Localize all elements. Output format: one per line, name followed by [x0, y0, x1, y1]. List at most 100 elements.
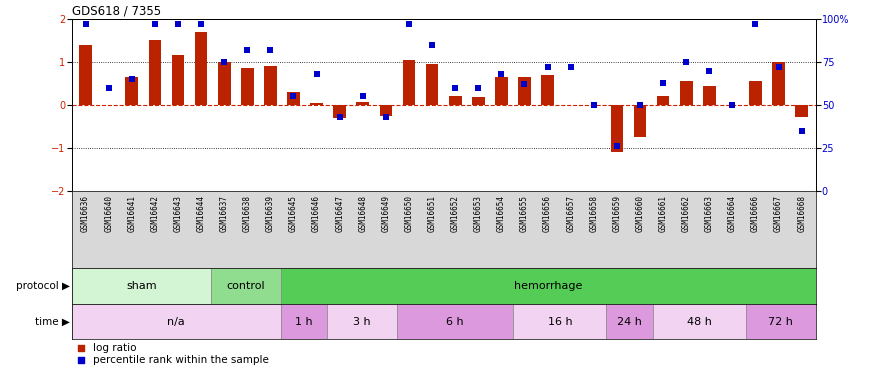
Bar — [472, 97, 485, 105]
Point — [541, 64, 555, 70]
Point — [217, 59, 231, 65]
Text: time ▶: time ▶ — [35, 316, 70, 327]
Point — [494, 71, 508, 77]
Text: GSM16666: GSM16666 — [751, 195, 760, 232]
Bar — [653, 304, 746, 339]
Point — [656, 80, 670, 86]
Text: GSM16641: GSM16641 — [127, 195, 136, 232]
Bar — [795, 105, 808, 117]
Text: GDS618 / 7355: GDS618 / 7355 — [72, 4, 161, 18]
Text: 1 h: 1 h — [296, 316, 313, 327]
Text: GSM16640: GSM16640 — [104, 195, 113, 232]
Bar — [657, 96, 669, 105]
Bar — [518, 77, 531, 105]
Bar — [611, 105, 623, 152]
Text: GSM16645: GSM16645 — [289, 195, 298, 232]
Bar — [172, 56, 185, 105]
Text: GSM16657: GSM16657 — [566, 195, 575, 232]
Bar — [680, 81, 692, 105]
Bar — [80, 45, 92, 105]
Text: GSM16647: GSM16647 — [335, 195, 344, 232]
Text: GSM16644: GSM16644 — [197, 195, 206, 232]
Legend: log ratio, percentile rank within the sample: log ratio, percentile rank within the sa… — [77, 343, 269, 365]
Bar — [195, 32, 207, 105]
Bar — [634, 105, 647, 137]
Point — [472, 85, 486, 91]
Bar — [287, 92, 300, 105]
Point — [263, 47, 277, 53]
Point — [703, 68, 717, 74]
Text: GSM16653: GSM16653 — [473, 195, 483, 232]
Text: GSM16656: GSM16656 — [543, 195, 552, 232]
Text: 6 h: 6 h — [446, 316, 464, 327]
Bar — [333, 105, 346, 118]
Bar — [773, 62, 785, 105]
Bar — [449, 96, 461, 105]
Point — [356, 93, 370, 99]
Bar — [749, 81, 762, 105]
Text: n/a: n/a — [167, 316, 186, 327]
Text: 72 h: 72 h — [768, 316, 793, 327]
Point — [79, 21, 93, 27]
Text: GSM16664: GSM16664 — [728, 195, 737, 232]
Point — [241, 47, 255, 53]
Bar — [397, 304, 514, 339]
Text: GSM16642: GSM16642 — [150, 195, 159, 232]
Point — [102, 85, 116, 91]
Bar — [606, 304, 653, 339]
Text: GSM16661: GSM16661 — [659, 195, 668, 232]
Point — [564, 64, 578, 70]
Point — [310, 71, 324, 77]
Point — [772, 64, 786, 70]
Point — [425, 42, 439, 48]
Text: GSM16655: GSM16655 — [520, 195, 529, 232]
Text: GSM16646: GSM16646 — [312, 195, 321, 232]
Text: GSM16649: GSM16649 — [382, 195, 390, 232]
Bar — [746, 304, 816, 339]
Text: GSM16660: GSM16660 — [635, 195, 645, 232]
Text: 16 h: 16 h — [548, 316, 572, 327]
Bar — [72, 268, 211, 304]
Bar — [211, 268, 281, 304]
Point — [448, 85, 462, 91]
Text: GSM16662: GSM16662 — [682, 195, 690, 232]
Point — [610, 143, 624, 149]
Point — [194, 21, 208, 27]
Text: GSM16654: GSM16654 — [497, 195, 506, 232]
Text: control: control — [227, 281, 265, 291]
Point — [332, 114, 346, 120]
Point — [748, 21, 762, 27]
Bar — [402, 60, 416, 105]
Text: GSM16650: GSM16650 — [404, 195, 414, 232]
Bar — [380, 105, 392, 116]
Bar — [542, 75, 554, 105]
Text: GSM16667: GSM16667 — [774, 195, 783, 232]
Point — [517, 81, 531, 87]
Text: GSM16639: GSM16639 — [266, 195, 275, 232]
Bar — [264, 66, 276, 105]
Text: GSM16658: GSM16658 — [589, 195, 598, 232]
Text: GSM16636: GSM16636 — [81, 195, 90, 232]
Bar — [514, 304, 606, 339]
Text: GSM16637: GSM16637 — [220, 195, 228, 232]
Point — [587, 102, 601, 108]
Point — [633, 102, 647, 108]
Bar — [241, 68, 254, 105]
Text: 48 h: 48 h — [687, 316, 711, 327]
Text: GSM16652: GSM16652 — [451, 195, 459, 232]
Bar — [703, 86, 716, 105]
Text: 24 h: 24 h — [617, 316, 642, 327]
Bar — [281, 304, 327, 339]
Point — [402, 21, 416, 27]
Bar — [125, 77, 138, 105]
Point — [125, 76, 139, 82]
Text: GSM16651: GSM16651 — [428, 195, 437, 232]
Bar — [281, 268, 816, 304]
Text: GSM16638: GSM16638 — [242, 195, 252, 232]
Point — [679, 59, 693, 65]
Point — [148, 21, 162, 27]
Text: hemorrhage: hemorrhage — [514, 281, 583, 291]
Bar — [426, 64, 438, 105]
Text: sham: sham — [126, 281, 157, 291]
Text: GSM16659: GSM16659 — [612, 195, 621, 232]
